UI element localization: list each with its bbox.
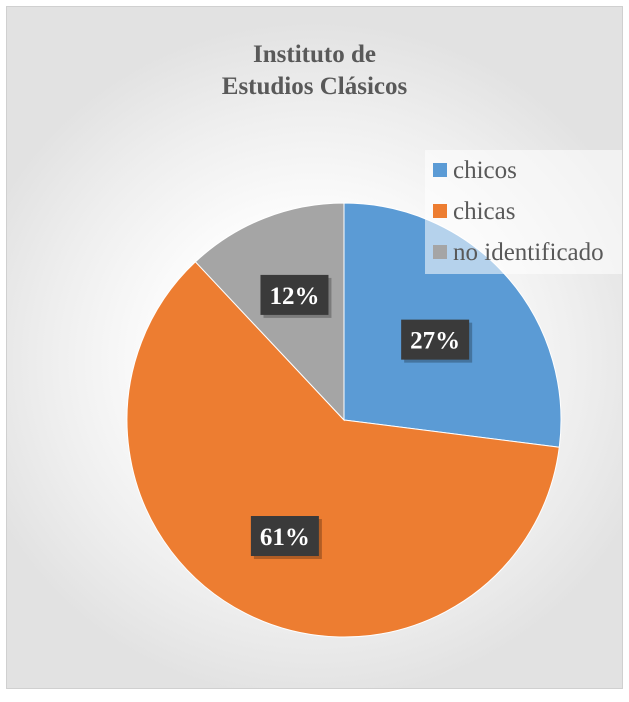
data-label-background: [401, 319, 470, 360]
chart-title: Instituto de Estudios Clásicos: [7, 39, 622, 103]
data-label-text: 61%: [260, 524, 310, 551]
legend-swatch-chicas: [433, 204, 447, 218]
pie-slice-chicas: [126, 261, 560, 638]
chart-title-line-2: Estudios Clásicos: [221, 73, 408, 100]
legend-item-chicos: chicos: [433, 154, 517, 188]
pie-chart: 27% 61% 12%: [126, 202, 562, 638]
data-label-no-identificado: 12%: [260, 274, 332, 318]
chart-legend: chicos chicas no identificado: [425, 150, 622, 274]
data-label-background: [260, 274, 329, 315]
data-label-background: [250, 516, 319, 557]
chart-area: Instituto de Estudios Clásicos 27% 61% 12%…: [6, 6, 623, 689]
legend-label-chicas: chicas: [453, 198, 516, 225]
legend-item-no-identificado: no identificado: [433, 236, 604, 270]
legend-swatch-chicos: [433, 163, 447, 177]
legend-label-no-identificado: no identificado: [453, 239, 604, 266]
legend-item-chicas: chicas: [433, 195, 515, 229]
legend-label-chicos: chicos: [453, 157, 517, 184]
legend-swatch-no-identificado: [433, 245, 447, 259]
data-label-chicos: 27%: [401, 319, 473, 363]
chart-title-line-1: Instituto de: [253, 41, 376, 68]
data-label-text: 27%: [410, 328, 460, 355]
data-label-chicas: 61%: [250, 516, 322, 560]
data-label-text: 12%: [269, 283, 319, 310]
